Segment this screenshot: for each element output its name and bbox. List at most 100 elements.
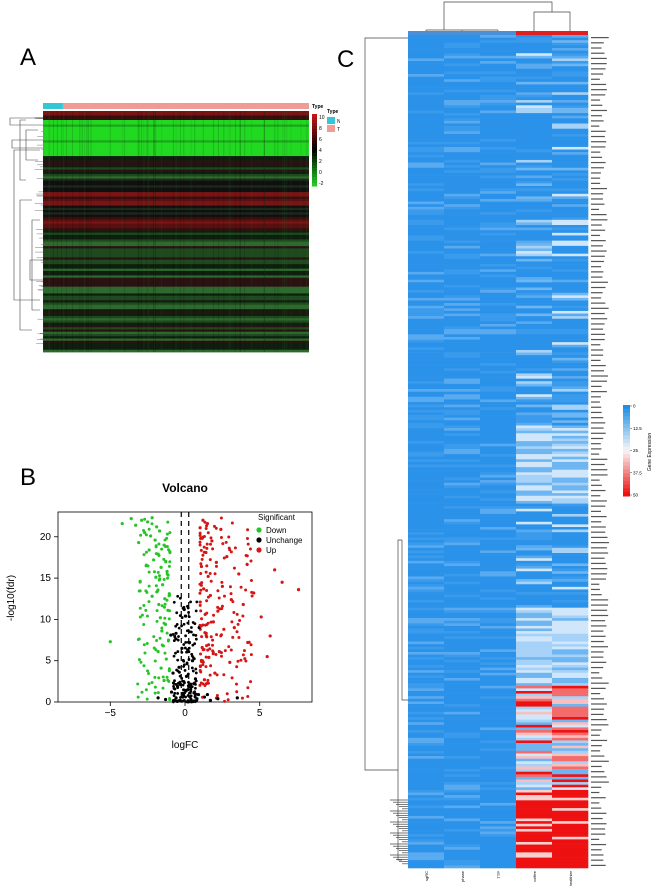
heatmap-c-cell <box>444 331 481 335</box>
volcano-point-unchange <box>172 694 176 698</box>
heatmap-c-cell <box>480 766 517 770</box>
heatmap-c-cell <box>516 735 553 739</box>
heatmap-c-column-label: phase <box>460 870 465 882</box>
heatmap-a-row <box>43 275 309 279</box>
heatmap-c-cell <box>516 675 553 679</box>
volcano-legend-label-unchange: Unchange <box>266 536 303 545</box>
heatmap-c-cell <box>444 240 481 244</box>
volcano-point-up <box>222 673 226 677</box>
heatmap-c-cell <box>444 347 481 351</box>
volcano-point-unchange <box>184 695 187 699</box>
volcano-point-down <box>147 672 151 676</box>
heatmap-c-cell <box>408 402 445 405</box>
volcano-point-up <box>235 612 239 616</box>
heatmap-c-cell <box>516 677 553 681</box>
heatmap-a-row <box>43 237 309 240</box>
heatmap-c-cell <box>552 828 589 832</box>
heatmap-c-cell <box>480 680 517 684</box>
heatmap-c-cell <box>480 212 517 215</box>
heatmap-c-cell <box>408 146 445 150</box>
heatmap-c-cell <box>552 610 589 614</box>
volcano-point-up <box>245 554 249 558</box>
heatmap-c-cell <box>480 415 517 418</box>
heatmap-c-cell <box>480 133 517 137</box>
heatmap-c-cell <box>516 438 553 442</box>
colorbar-c-segment <box>623 492 630 497</box>
heatmap-c-cell <box>480 214 517 218</box>
volcano-point-up <box>209 542 213 546</box>
volcano-point-up <box>211 638 215 642</box>
heatmap-c-cell <box>480 722 517 726</box>
heatmap-c-annotation-cell <box>516 31 552 35</box>
volcano-point-up <box>223 649 227 653</box>
volcano-point-up <box>208 593 212 598</box>
heatmap-c-cell <box>408 329 445 333</box>
heatmap-c-cell <box>408 313 445 317</box>
heatmap-c-cell <box>552 675 589 679</box>
heatmap-c-cell <box>408 357 445 361</box>
heatmap-c-cell <box>408 383 445 387</box>
heatmap-c-cell <box>444 253 481 257</box>
heatmap-c-cell <box>516 48 553 51</box>
heatmap-c-cell <box>444 714 481 718</box>
heatmap-c-cell <box>516 836 553 840</box>
heatmap-c-cell <box>444 485 481 489</box>
heatmap-c-cell <box>444 105 481 109</box>
heatmap-c-cell <box>444 282 481 286</box>
heatmap-c-cell <box>552 149 589 153</box>
heatmap-c-cell <box>480 55 517 59</box>
heatmap-c-cell <box>480 50 517 54</box>
heatmap-c-cell <box>552 701 589 705</box>
heatmap-c-cell <box>552 344 589 348</box>
heatmap-c-row-label <box>591 604 608 606</box>
heatmap-c-cell <box>516 144 553 148</box>
volcano-point-down <box>162 543 166 547</box>
heatmap-c-cell <box>480 599 517 603</box>
volcano-point-down <box>147 682 151 686</box>
volcano-point-up <box>204 526 208 530</box>
heatmap-c-cell <box>408 240 445 244</box>
volcano-point-down <box>147 600 151 604</box>
volcano-point-up <box>220 604 224 608</box>
heatmap-a-row <box>43 313 309 317</box>
heatmap-c-cell <box>516 105 553 109</box>
heatmap-c-cell <box>408 81 445 85</box>
heatmap-c-cell <box>480 206 517 210</box>
volcano-point-down <box>157 574 161 578</box>
volcano-point-down <box>137 540 141 545</box>
volcano-point-down <box>144 533 148 537</box>
heatmap-c-cell <box>408 297 445 301</box>
heatmap-c-cell <box>516 360 553 364</box>
heatmap-c-cell <box>516 383 553 387</box>
heatmap-c-cell <box>480 251 517 254</box>
heatmap-c-cell <box>516 545 553 549</box>
volcano-point-down <box>139 660 143 664</box>
volcano-point-down <box>150 594 154 598</box>
heatmap-c-row-label <box>591 318 608 320</box>
heatmap-c-cell <box>516 35 553 38</box>
heatmap-c-cell <box>480 526 517 530</box>
colorbar-a-segment <box>312 162 317 166</box>
heatmap-c-row-label <box>591 427 604 429</box>
heatmap-a-row <box>43 176 309 179</box>
heatmap-c-cell <box>480 477 517 481</box>
volcano-point-up <box>199 588 203 592</box>
volcano-point-up <box>225 692 229 696</box>
heatmap-c-row-label <box>591 443 601 445</box>
heatmap-a-row <box>43 122 309 125</box>
heatmap-c-cell <box>408 620 445 624</box>
heatmap-c-row-label <box>591 417 604 419</box>
volcano-point-down <box>165 572 169 576</box>
heatmap-c-cell <box>552 474 589 478</box>
heatmap-c-cell <box>552 769 589 772</box>
heatmap-c-cell <box>552 128 589 132</box>
heatmap-c-row-label <box>591 573 607 575</box>
heatmap-c-cell <box>552 787 589 791</box>
volcano-point-unchange <box>178 680 182 684</box>
volcano-point-down <box>157 676 161 680</box>
heatmap-c-cell <box>408 428 445 431</box>
volcano-point-down <box>143 531 147 535</box>
volcano-point-up <box>202 534 206 538</box>
heatmap-c-cell <box>552 618 589 622</box>
volcano-point-unchange <box>194 686 197 690</box>
